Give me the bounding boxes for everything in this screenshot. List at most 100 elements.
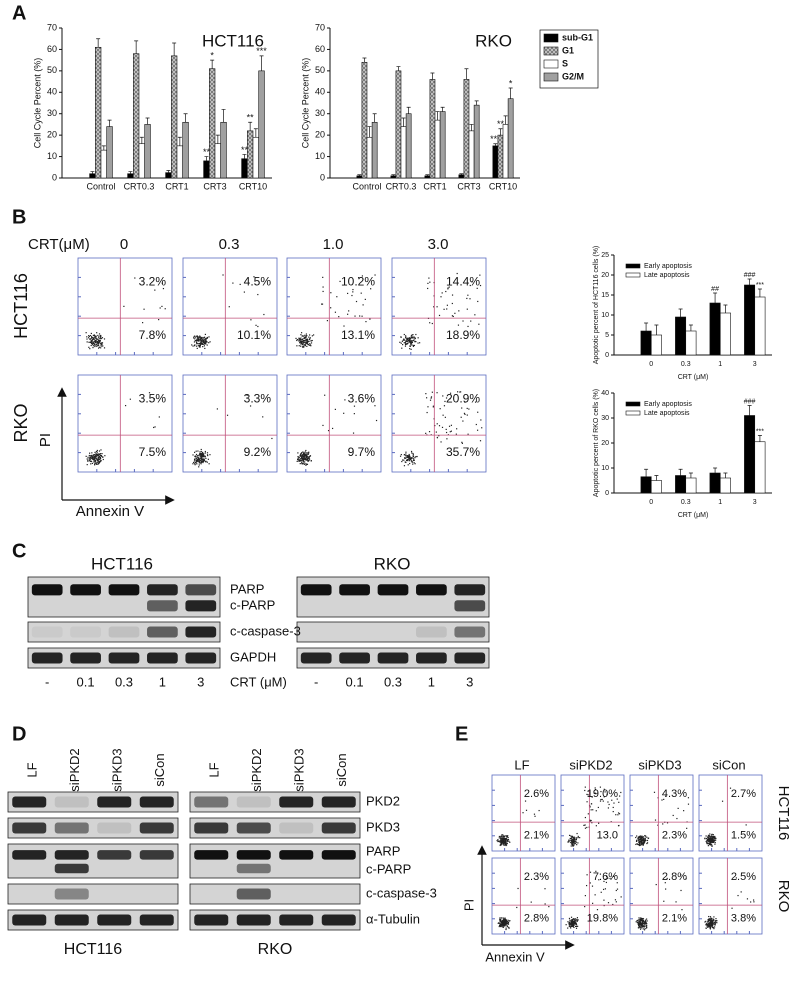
lane-label: siCon: [334, 753, 349, 786]
event-dot: [200, 338, 202, 340]
event-dot: [612, 806, 614, 809]
error-bar: [508, 87, 513, 99]
event-dot: [92, 454, 94, 457]
event-dot: [298, 345, 300, 347]
event-dot: [711, 922, 714, 925]
y-tick-label: 60: [47, 44, 57, 54]
event-dot: [409, 460, 411, 462]
event-dot: [94, 451, 96, 454]
event-dot: [504, 841, 507, 843]
event-dot: [715, 918, 717, 920]
event-dot: [508, 920, 510, 922]
event-dot: [406, 337, 408, 339]
y-axis-label: Apoptotic percent of HCT116 cells (%): [593, 246, 600, 365]
event-dot: [298, 338, 300, 340]
x-tick-label: 1: [718, 499, 722, 506]
event-dot: [196, 343, 198, 345]
event-dot: [710, 840, 712, 842]
event-dot: [194, 464, 196, 466]
event-dot: [134, 277, 136, 279]
event-dot: [713, 840, 716, 842]
significance-label: ***: [256, 46, 267, 56]
event-dot: [642, 920, 644, 922]
lane-label: 0.1: [346, 674, 364, 689]
event-dot: [710, 917, 712, 919]
x-tick-label: CRT1: [165, 181, 188, 191]
event-dot: [322, 290, 324, 293]
bar: [258, 70, 265, 179]
event-dot: [640, 838, 642, 841]
event-dot: [704, 837, 706, 839]
event-dot: [404, 457, 406, 459]
blot-band: [194, 796, 229, 808]
event-dot: [92, 458, 95, 460]
event-dot: [617, 812, 620, 814]
event-dot: [568, 921, 571, 923]
event-dot: [98, 454, 101, 456]
event-dot: [195, 462, 197, 464]
event-dot: [569, 837, 571, 840]
event-dot: [664, 882, 666, 884]
event-dot: [571, 918, 574, 921]
event-dot: [95, 453, 97, 455]
event-dot: [575, 919, 577, 921]
event-dot: [522, 812, 524, 814]
event-dot: [201, 342, 203, 344]
event-dot: [308, 451, 310, 453]
event-dot: [645, 918, 648, 920]
error-bar: [723, 472, 728, 478]
event-dot: [447, 288, 449, 290]
event-dot: [639, 836, 641, 838]
event-dot: [577, 842, 579, 844]
row-label: RKO: [775, 880, 792, 913]
event-dot: [202, 337, 204, 339]
event-dot: [92, 342, 94, 345]
bar: [400, 126, 407, 179]
event-dot: [503, 922, 506, 924]
band-label: PARP: [230, 581, 264, 596]
event-dot: [304, 454, 306, 457]
event-dot: [711, 917, 713, 920]
event-dot: [646, 924, 648, 927]
event-dot: [497, 839, 499, 841]
event-dot: [204, 336, 206, 338]
event-dot: [307, 459, 309, 461]
event-dot: [301, 339, 303, 341]
event-dot: [262, 416, 264, 418]
event-dot: [479, 284, 482, 287]
event-dot: [407, 464, 409, 466]
event-dot: [425, 432, 427, 434]
event-dot: [741, 795, 743, 798]
event-dot: [94, 341, 97, 343]
event-dot: [302, 335, 305, 337]
event-dot: [306, 345, 308, 347]
event-dot: [307, 340, 309, 342]
event-dot: [569, 919, 571, 921]
event-dot: [677, 807, 679, 809]
event-dot: [645, 835, 647, 837]
event-dot: [94, 343, 96, 346]
event-dot: [570, 843, 573, 845]
event-dot: [200, 455, 202, 457]
event-dot: [202, 455, 204, 457]
event-dot: [710, 922, 712, 924]
event-dot: [405, 455, 407, 457]
event-dot: [197, 458, 199, 460]
event-dot: [638, 924, 640, 927]
event-dot: [502, 921, 504, 924]
event-dot: [506, 836, 509, 838]
event-dot: [405, 459, 408, 462]
x-tick-label: CRT10: [239, 181, 267, 191]
event-dot: [432, 405, 435, 407]
event-dot: [96, 332, 98, 334]
event-dot: [192, 345, 194, 347]
y-tick-label: 30: [601, 415, 609, 422]
event-dot: [571, 925, 574, 927]
y-tick-label: 70: [47, 22, 57, 32]
event-dot: [307, 341, 309, 343]
event-dot: [575, 927, 578, 929]
event-dot: [451, 294, 454, 296]
event-dot: [301, 346, 304, 348]
event-dot: [594, 792, 597, 794]
event-dot: [102, 345, 104, 347]
